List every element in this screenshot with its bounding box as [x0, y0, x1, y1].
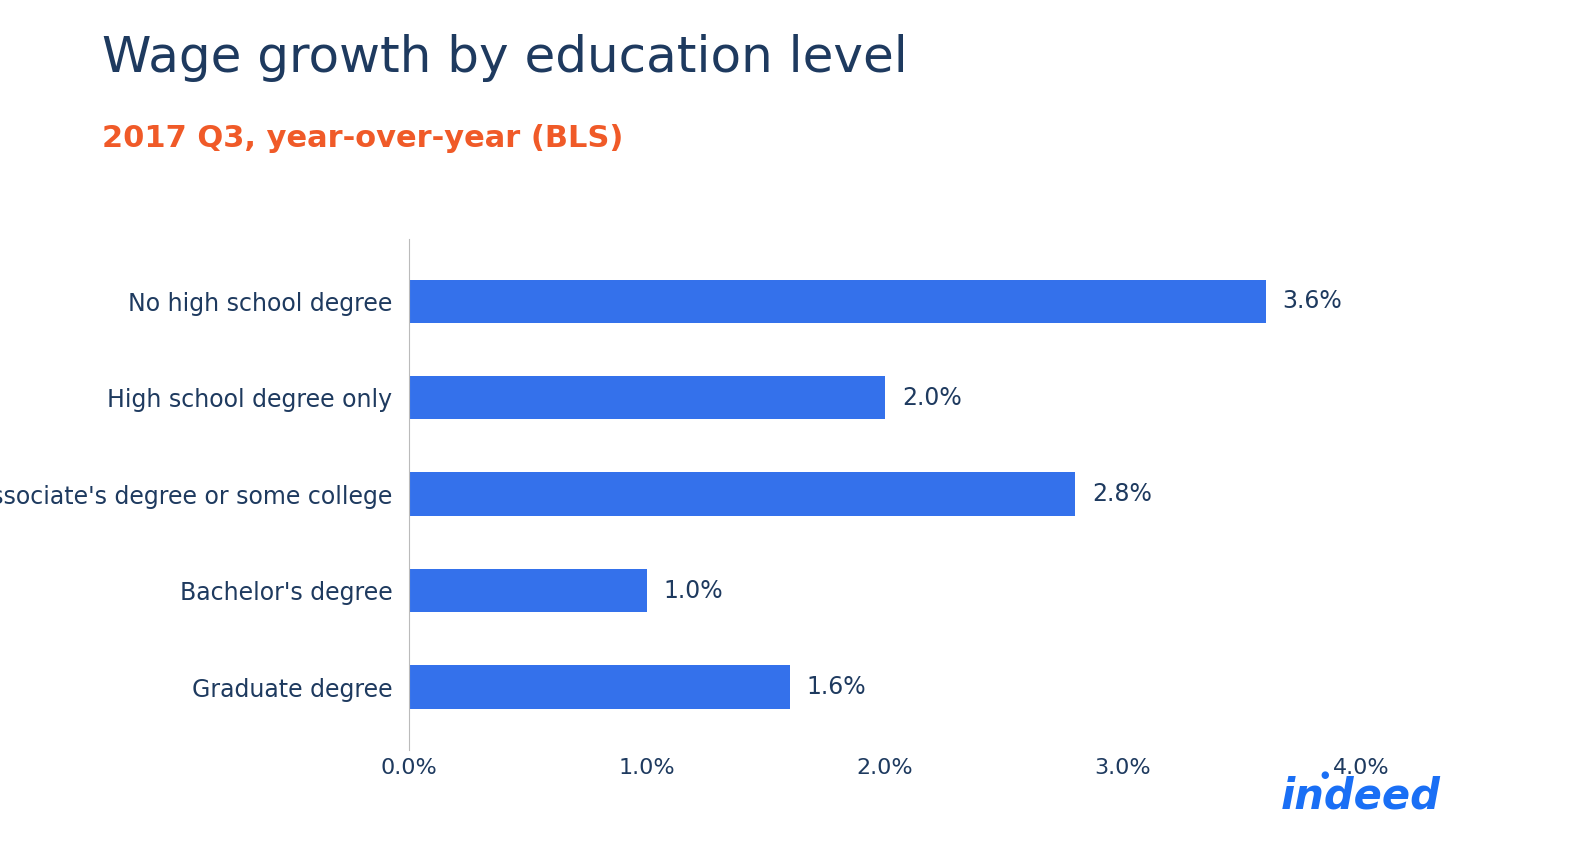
Text: 1.0%: 1.0% [664, 579, 724, 602]
Bar [409, 665, 790, 709]
Text: indeed: indeed [1280, 776, 1440, 818]
Text: 2.8%: 2.8% [1092, 482, 1152, 506]
Text: Wage growth by education level: Wage growth by education level [102, 34, 908, 82]
Bar [409, 279, 1265, 323]
Bar [409, 569, 647, 613]
Text: 3.6%: 3.6% [1283, 290, 1343, 314]
Text: 2.0%: 2.0% [902, 386, 962, 410]
Bar [409, 473, 1075, 515]
Text: 2017 Q3, year-over-year (BLS): 2017 Q3, year-over-year (BLS) [102, 124, 623, 153]
Bar [409, 376, 885, 419]
Text: ●: ● [1321, 769, 1328, 780]
Text: 1.6%: 1.6% [806, 675, 866, 699]
